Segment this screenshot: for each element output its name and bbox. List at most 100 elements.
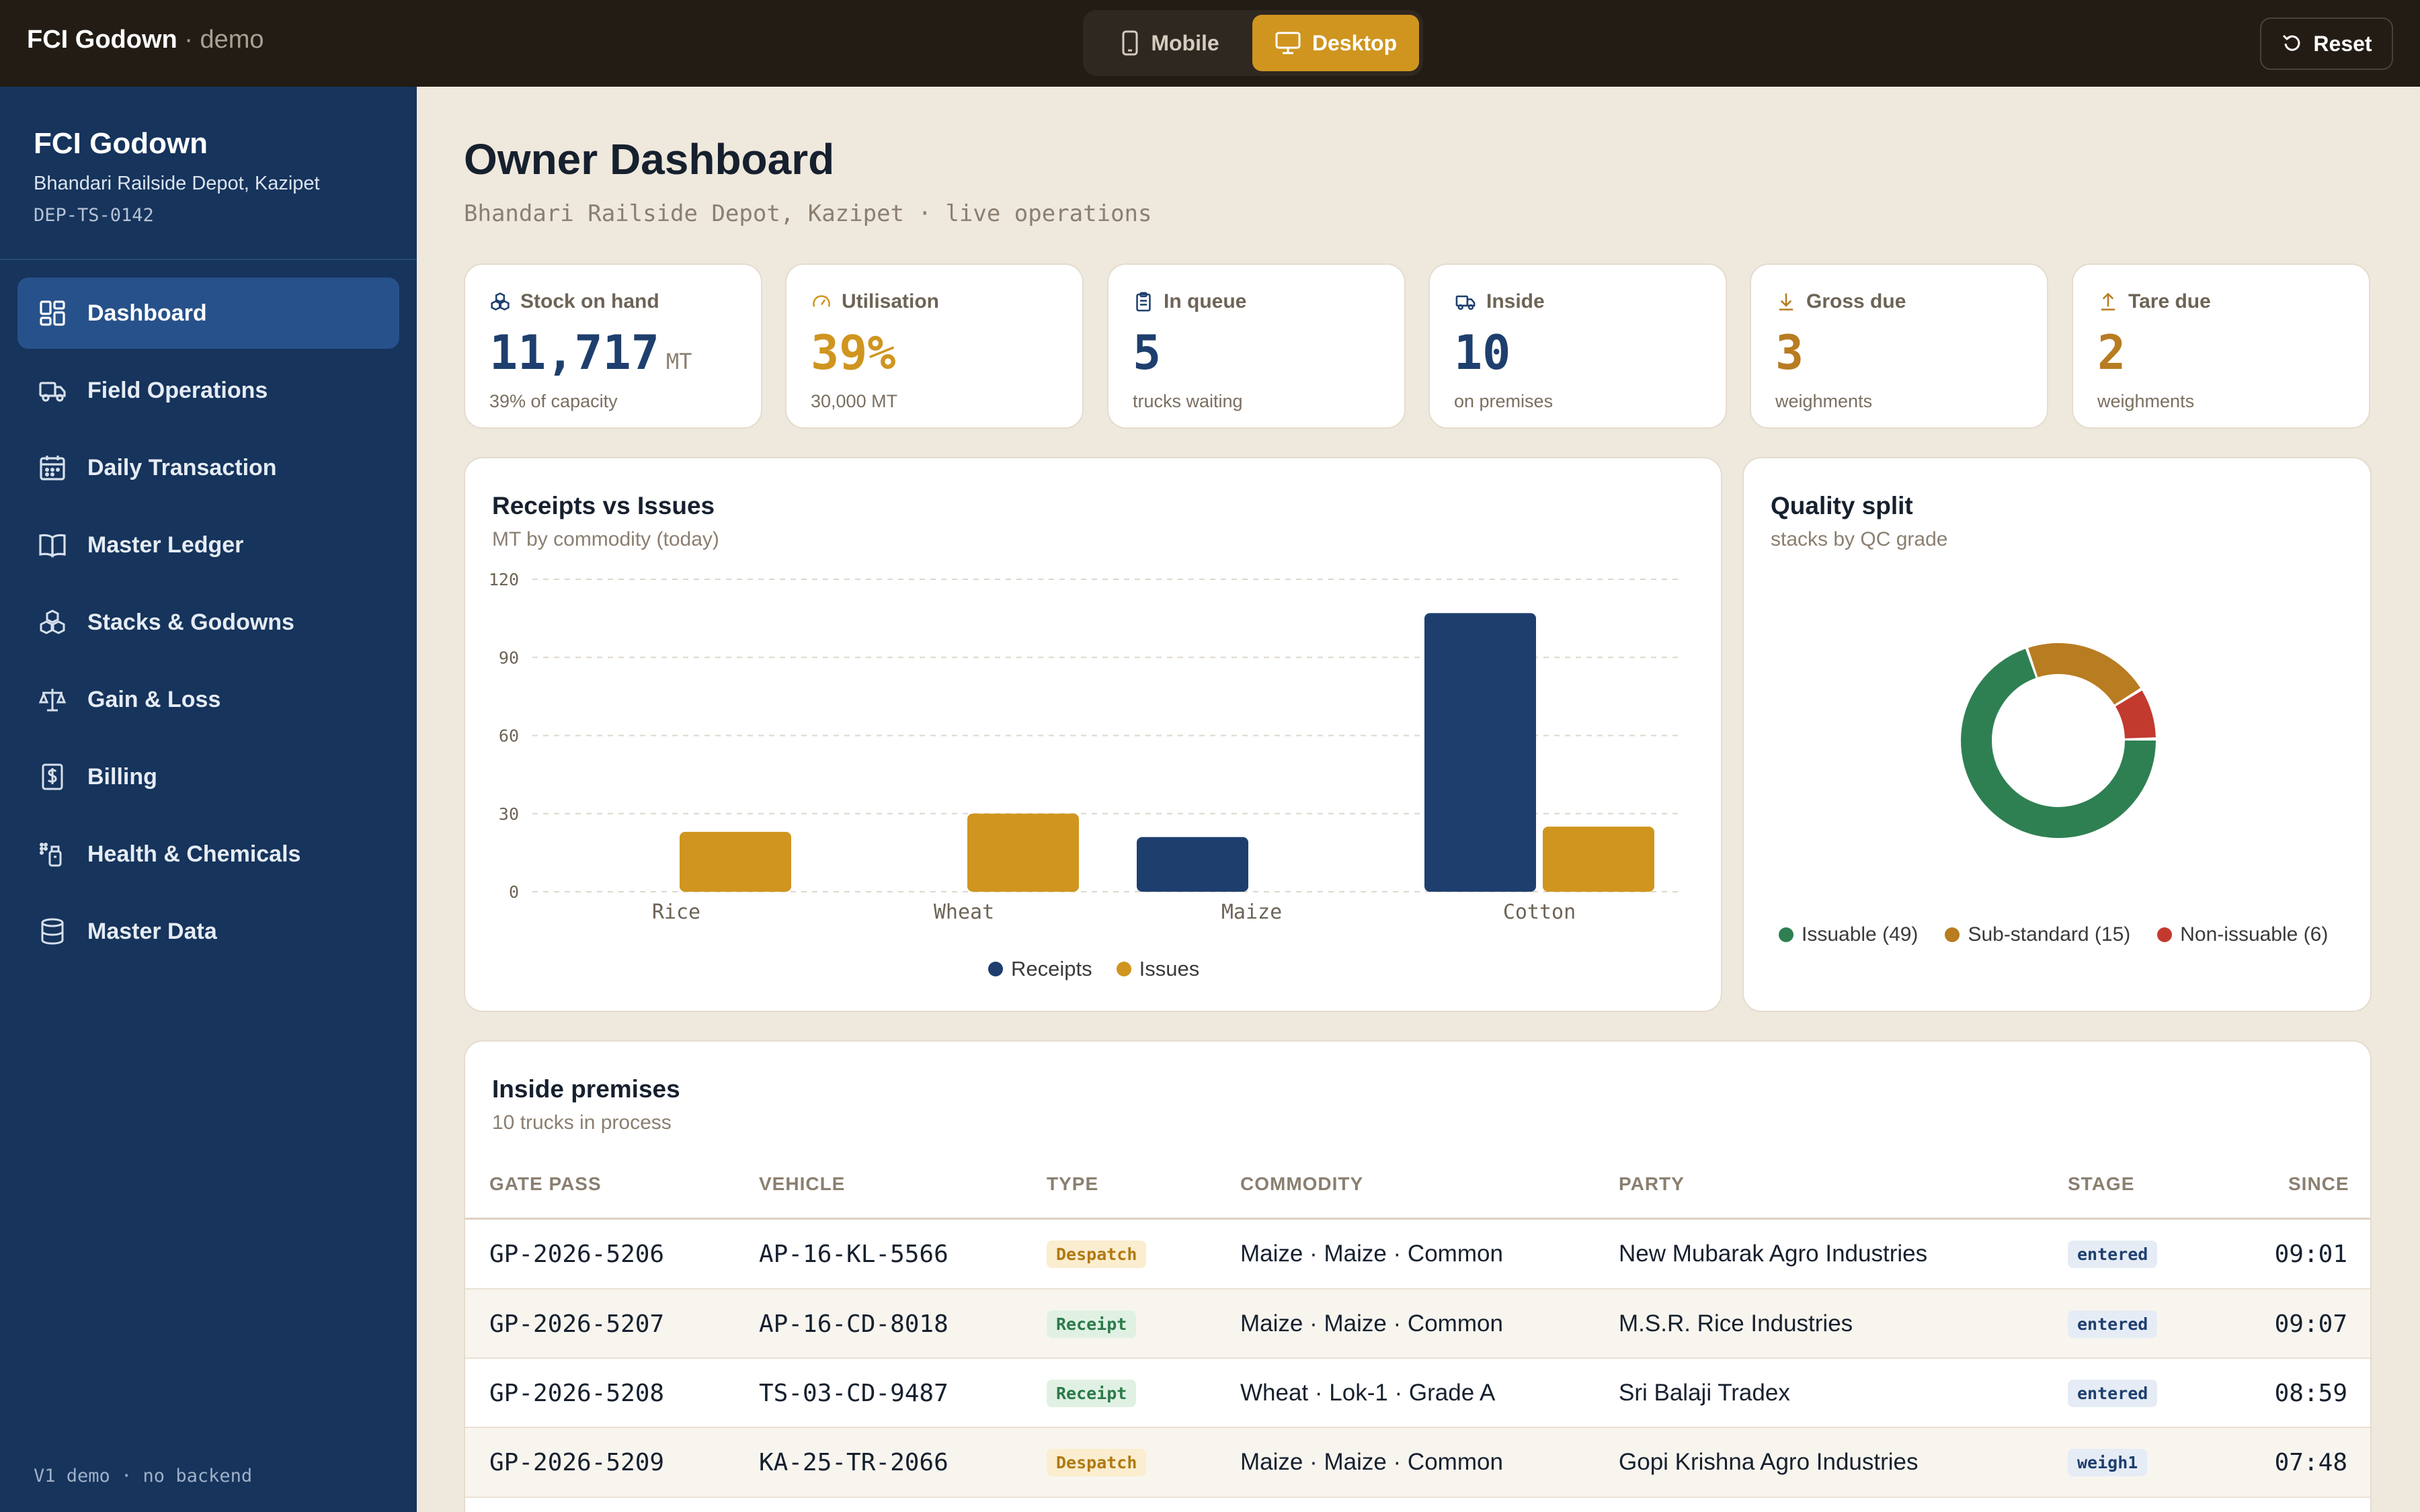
kpi-card-utilisation: Utilisation 39% 30,000 MT bbox=[785, 263, 1084, 429]
sidebar-item-label: Master Ledger bbox=[87, 532, 244, 558]
column-header-type[interactable]: TYPE bbox=[1047, 1173, 1099, 1194]
clipboard-icon bbox=[1136, 292, 1151, 312]
brand-name: FCI Godown bbox=[27, 26, 177, 54]
cell-since: 07:48 bbox=[2274, 1448, 2347, 1476]
column-header-stage[interactable]: STAGE bbox=[2068, 1173, 2135, 1194]
bar-receipts-maize bbox=[1137, 837, 1248, 892]
column-header-commodity[interactable]: COMMODITY bbox=[1240, 1173, 1364, 1194]
top-bar: FCI Godown · demo Mobile Desktop Reset bbox=[0, 0, 2420, 87]
bar-chart-legend: Receipts Issues bbox=[988, 957, 1199, 981]
sidebar-item-billing[interactable]: Billing bbox=[17, 741, 399, 812]
brand-suffix: · demo bbox=[184, 26, 264, 54]
kpi-label: Tare due bbox=[2097, 290, 2211, 313]
reset-button[interactable]: Reset bbox=[2260, 17, 2393, 70]
kpi-value: 2 bbox=[2097, 325, 2126, 380]
table-row[interactable]: GP-2026-5208 TS-03-CD-9487 Receipt Wheat… bbox=[465, 1359, 2370, 1427]
sidebar-item-label: Stacks & Godowns bbox=[87, 609, 294, 635]
sidebar-item-label: Daily Transaction bbox=[87, 454, 277, 480]
bar-issues-cotton bbox=[1543, 827, 1654, 892]
column-header-gate-pass[interactable]: GATE PASS bbox=[489, 1173, 602, 1194]
book-icon bbox=[39, 534, 66, 558]
sidebar: FCI Godown Bhandari Railside Depot, Kazi… bbox=[0, 87, 417, 1512]
column-header-since[interactable]: SINCE bbox=[2288, 1173, 2349, 1194]
kpi-note: weighments bbox=[1775, 391, 1873, 411]
kpi-label: Stock on hand bbox=[489, 290, 659, 313]
kpi-card-gross-due: Gross due 3 weighments bbox=[1750, 263, 2048, 429]
legend-swatch bbox=[1779, 927, 1793, 942]
legend-swatch bbox=[2157, 927, 2173, 942]
sidebar-item-master-ledger[interactable]: Master Ledger bbox=[17, 509, 399, 581]
monitor-icon bbox=[1275, 32, 1301, 54]
legend-item-issuable: Issuable (49) bbox=[1779, 923, 1918, 946]
chart-title: Quality split bbox=[1771, 492, 1913, 519]
table-row[interactable]: GP-2026-5209 KA-25-TR-2066 Despatch Maiz… bbox=[465, 1428, 2370, 1497]
cell-since: 09:01 bbox=[2274, 1240, 2347, 1268]
receipt-icon bbox=[42, 763, 63, 790]
cell-since: 08:59 bbox=[2274, 1379, 2347, 1407]
cell-party: Gopi Krishna Agro Industries bbox=[1619, 1449, 1919, 1475]
kpi-note: on premises bbox=[1454, 391, 1554, 411]
sidebar-item-master-data[interactable]: Master Data bbox=[17, 896, 399, 967]
y-tick-label: 60 bbox=[499, 726, 519, 746]
kpi-note: trucks waiting bbox=[1133, 391, 1243, 411]
chart-subtitle: stacks by QC grade bbox=[1771, 528, 1948, 550]
bar-issues-wheat bbox=[967, 813, 1079, 892]
page-title: Owner Dashboard bbox=[464, 135, 835, 183]
kpi-label-text: Gross due bbox=[1806, 290, 1906, 312]
bar-receipts-cotton bbox=[1424, 613, 1536, 892]
app-brand: FCI Godown · demo bbox=[27, 26, 264, 54]
cell-commodity: Maize · Maize · Common bbox=[1240, 1241, 1503, 1267]
sidebar-item-health-chemicals[interactable]: Health & Chemicals bbox=[17, 818, 399, 890]
cell-vehicle: TS-03-CD-9487 bbox=[759, 1379, 949, 1407]
legend-label: Issues bbox=[1139, 957, 1200, 980]
chart-title: Receipts vs Issues bbox=[492, 492, 715, 519]
table-row[interactable]: GP-2026-5206 AP-16-KL-5566 Despatch Maiz… bbox=[465, 1220, 2370, 1288]
truck-icon bbox=[39, 382, 66, 402]
desktop-view-button[interactable]: Desktop bbox=[1252, 15, 1419, 71]
sidebar-item-label: Field Operations bbox=[87, 377, 268, 403]
kpi-note: 39% of capacity bbox=[489, 391, 618, 411]
quality-split-card: Quality split stacks by QC grade Issuabl… bbox=[1742, 457, 2372, 1012]
kpi-card-tare-due: Tare due 2 weighments bbox=[2072, 263, 2370, 429]
legend-item-receipts: Receipts bbox=[988, 957, 1092, 981]
sidebar-item-gain-loss[interactable]: Gain & Loss bbox=[17, 664, 399, 735]
type-badge: Receipt bbox=[1047, 1379, 1137, 1407]
kpi-label: Utilisation bbox=[811, 290, 939, 313]
cell-type: Despatch bbox=[1047, 1428, 1147, 1497]
sidebar-item-stacks-godowns[interactable]: Stacks & Godowns bbox=[17, 587, 399, 658]
kpi-label-text: Stock on hand bbox=[520, 290, 659, 312]
legend-swatch bbox=[988, 962, 1003, 976]
table-title: Inside premises bbox=[492, 1075, 680, 1103]
kpi-card-in-queue: In queue 5 trucks waiting bbox=[1107, 263, 1406, 429]
sidebar-item-field-operations[interactable]: Field Operations bbox=[17, 355, 399, 426]
sidebar-item-daily-transaction[interactable]: Daily Transaction bbox=[17, 432, 399, 503]
legend-label: Sub-standard (15) bbox=[1968, 923, 2131, 946]
type-badge: Receipt bbox=[1047, 1310, 1137, 1338]
cell-stage: weigh1 bbox=[2068, 1428, 2148, 1497]
cell-stage: entered bbox=[2068, 1359, 2158, 1427]
cell-party: New Mubarak Agro Industries bbox=[1619, 1241, 1928, 1267]
mobile-view-button[interactable]: Mobile bbox=[1089, 15, 1250, 71]
kpi-unit: MT bbox=[666, 349, 692, 374]
boxes-icon bbox=[40, 610, 65, 634]
row-divider bbox=[465, 1357, 2370, 1359]
table-row[interactable]: GP-2026-5207 AP-16-CD-8018 Receipt Maize… bbox=[465, 1290, 2370, 1358]
receipts-issues-card: Receipts vs Issues MT by commodity (toda… bbox=[464, 457, 1722, 1012]
column-header-vehicle[interactable]: VEHICLE bbox=[759, 1173, 846, 1194]
cell-since: 09:07 bbox=[2274, 1310, 2347, 1338]
sidebar-divider bbox=[0, 259, 417, 260]
cell-commodity: Wheat · Lok-1 · Grade A bbox=[1240, 1380, 1496, 1406]
sidebar-depot-code: DEP-TS-0142 bbox=[34, 205, 154, 226]
sidebar-item-dashboard[interactable]: Dashboard bbox=[17, 278, 399, 349]
cell-gate-pass: GP-2026-5206 bbox=[489, 1240, 665, 1268]
kpi-label: In queue bbox=[1133, 290, 1246, 313]
y-tick-label: 0 bbox=[509, 882, 519, 902]
column-header-party[interactable]: PARTY bbox=[1619, 1173, 1685, 1194]
gauge-icon bbox=[813, 295, 830, 307]
legend-label: Receipts bbox=[1011, 957, 1092, 980]
reset-label: Reset bbox=[2313, 31, 2372, 56]
legend-label: Non-issuable (6) bbox=[2180, 923, 2329, 946]
table-subtitle: 10 trucks in process bbox=[492, 1111, 672, 1134]
mobile-label: Mobile bbox=[1151, 30, 1219, 55]
x-tick-label: Maize bbox=[1221, 900, 1282, 924]
